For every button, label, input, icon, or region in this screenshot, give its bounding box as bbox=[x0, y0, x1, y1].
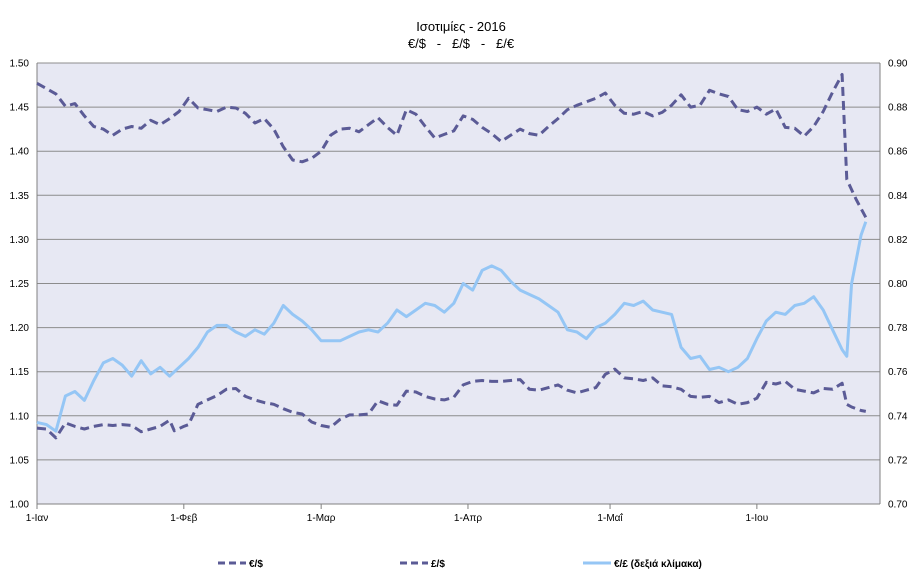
y-tick-label-left: 1.40 bbox=[10, 147, 30, 158]
y-tick-label-right: 0.74 bbox=[888, 411, 908, 422]
series-line-0 bbox=[36, 367, 867, 440]
y-tick-label-left: 1.50 bbox=[10, 59, 30, 70]
y-tick-label-right: 0.72 bbox=[888, 455, 908, 466]
x-tick-label: 1-Ιαν bbox=[26, 513, 48, 524]
y-tick-label-left: 1.10 bbox=[10, 411, 30, 422]
y-tick-label-right: 0.76 bbox=[888, 367, 908, 378]
x-tick-label: 1-Ιου bbox=[746, 513, 769, 524]
x-tick-label: 1-Φεβ bbox=[170, 513, 197, 524]
y-tick-label-right: 0.82 bbox=[888, 235, 908, 246]
y-tick-label-left: 1.30 bbox=[10, 235, 30, 246]
y-tick-label-left: 1.00 bbox=[10, 500, 30, 511]
y-tick-label-left: 1.20 bbox=[10, 323, 30, 334]
y-tick-label-left: 1.35 bbox=[10, 191, 30, 202]
y-tick-label-right: 0.90 bbox=[888, 59, 908, 70]
y-tick-label-right: 0.84 bbox=[888, 191, 908, 202]
y-tick-label-left: 1.05 bbox=[10, 455, 30, 466]
y-tick-label-right: 0.80 bbox=[888, 279, 908, 290]
legend-label: €/£ (δεξιά κλίμακα) bbox=[614, 559, 702, 570]
x-tick-label: 1-Απρ bbox=[454, 513, 482, 524]
legend-label: £/$ bbox=[431, 559, 445, 570]
legend-label: €/$ bbox=[249, 559, 263, 570]
chart-subtitle: €/$ - £/$ - £/€ bbox=[408, 36, 515, 51]
y-tick-label-right: 0.86 bbox=[888, 147, 908, 158]
series-line-1 bbox=[36, 73, 868, 219]
y-tick-label-right: 0.78 bbox=[888, 323, 908, 334]
y-tick-label-right: 0.70 bbox=[888, 500, 908, 511]
y-tick-label-left: 1.15 bbox=[10, 367, 30, 378]
x-tick-label: 1-Μαΐ bbox=[597, 512, 623, 524]
y-tick-label-left: 1.25 bbox=[10, 279, 30, 290]
series-line-2 bbox=[36, 221, 868, 433]
chart-title: Ισοτιμίες - 2016 bbox=[416, 19, 506, 34]
y-tick-label-right: 0.88 bbox=[888, 103, 908, 114]
x-tick-label: 1-Μαρ bbox=[307, 513, 336, 524]
y-tick-label-left: 1.45 bbox=[10, 103, 30, 114]
